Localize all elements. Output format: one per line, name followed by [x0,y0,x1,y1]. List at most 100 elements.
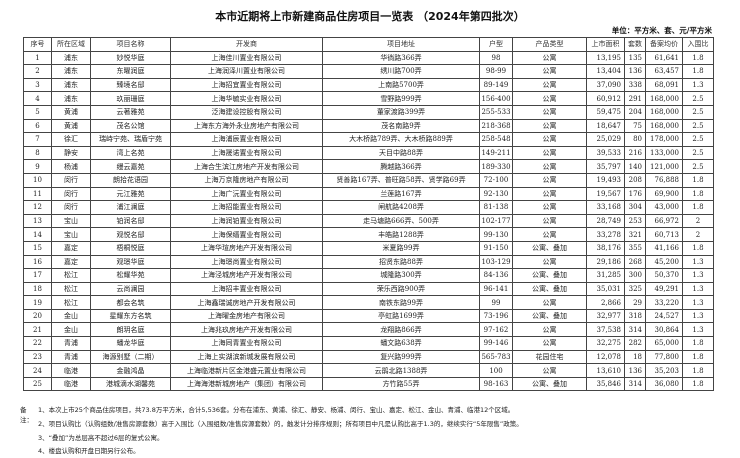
cell-address: 大木桥路789弄、大木桥路889弄 [322,132,480,147]
table-row: 24 临港 金融鸿晶 上海临港新片区金港盛元置业有限公司 云鹃北路1388弄 100 公寓 1… [23,363,714,378]
cell-project-name: 朗玥名庭 [90,322,171,338]
cell-address: 亭虹路1699弄 [322,308,480,324]
cell-project-name: 缦云嘉苑 [90,159,171,174]
cell-unit-type: 99-146 [479,336,513,351]
table-row: 25 临港 港城滴水湖馨苑 上海海港新城房地产（集团）有限公司 方竹路55弄 98-163… [23,376,714,392]
cell-units: 300 [624,268,646,283]
cell-listed-area: 33,278 [586,227,625,242]
cell-developer: 泛海建设控股有限公司 [170,104,323,120]
cell-seq: 11 [23,186,52,202]
cell-project-name: 云尚澜园 [90,281,171,297]
cell-address: 茂名南路9弄 [322,118,480,134]
cell-units: 253 [624,213,646,229]
cell-product-type: 公寓 [512,132,587,147]
cell-seq: 15 [23,240,52,256]
cell-seq: 16 [23,254,52,270]
note-item: 3、“叠加”为总层高不超过6层的复式公寓。 [38,434,164,442]
cell-avg-price: 50,370 [645,268,683,283]
table-row: 1 浦东 妙悦华庭 上海佳川置业有限公司 华徜路366弄 98 公寓 13,195 135 61,… [23,50,714,66]
cell-district: 黄浦 [51,104,91,120]
table-row: 2 浦东 东曜润庭 上海润泽川置业有限公司 绣川路700弄 98-99 公寓 13,404 13… [23,64,714,79]
cell-address: 闸航路4208弄 [322,200,480,215]
cell-address: 城隆路300弄 [322,268,480,283]
cell-developer: 上海合生滨江房地产开发有限公司 [170,159,323,174]
cell-district: 黄浦 [51,118,91,134]
cell-entry-ratio: 1.3 [682,281,714,297]
cell-unit-type: 98-163 [479,376,513,392]
cell-seq: 19 [23,295,52,310]
cell-listed-area: 32,275 [586,336,625,351]
cell-entry-ratio: 1.8 [682,172,714,188]
cell-address: 蟠文路638弄 [322,336,480,351]
cell-avg-price: 178,000 [645,132,683,147]
cell-developer: 上海同青置业有限公司 [170,336,323,351]
cell-district: 宝山 [51,213,91,229]
cell-seq: 5 [23,104,52,120]
cell-product-type: 公寓 [512,64,587,79]
cell-units: 314 [624,376,646,392]
cell-entry-ratio: 1.3 [682,295,714,310]
cell-project-name: 观璟华庭 [90,254,171,270]
cell-entry-ratio: 1.3 [682,268,714,283]
cell-seq: 10 [23,172,52,188]
cell-address: 贤善路167弄、普旺路58弄、贤学路69弄 [322,172,480,188]
header-entry-ratio: 入围比 [682,37,714,52]
cell-product-type: 公寓 [512,145,587,161]
cell-address: 兰莲路167弄 [322,186,480,202]
cell-product-type: 公寓 [512,200,587,215]
cell-product-type: 公寓 [512,336,587,351]
cell-address: 雪野路999弄 [322,91,480,106]
cell-district: 金山 [51,308,91,324]
notes-label: 备注： [20,406,33,424]
cell-listed-area: 31,285 [586,268,625,283]
cell-units: 314 [624,322,646,338]
cell-avg-price: 168,000 [645,118,683,134]
cell-developer: 上海广沅置业有限公司 [170,186,323,202]
cell-unit-type: 189-330 [479,159,513,174]
cell-address: 云鹃北路1388弄 [322,363,480,378]
table-row: 21 金山 朗玥名庭 上海兆玖房地产开发有限公司 龙翔路866弄 97-162 公寓 37,5… [23,322,714,338]
cell-entry-ratio: 1.8 [682,363,714,378]
cell-unit-type: 98-99 [479,64,513,79]
cell-developer: 上海晟诺置业有限公司 [170,145,323,161]
cell-developer: 上海润铂置业有限公司 [170,213,323,229]
cell-project-name: 都会名筑 [90,295,171,310]
cell-units: 136 [624,64,646,79]
cell-listed-area: 13,404 [586,64,625,79]
cell-unit-type: 84-136 [479,268,513,283]
cell-seq: 25 [23,376,52,392]
cell-avg-price: 77,800 [645,349,683,365]
cell-unit-type: 97-162 [479,322,513,338]
table-row: 13 宝山 铂润名邸 上海润铂置业有限公司 走马塘路666弄、500弄 102-177 公寓… [23,213,714,229]
cell-district: 浦东 [51,64,91,79]
cell-product-type: 公寓、叠加 [512,376,587,392]
cell-unit-type: 103-129 [479,254,513,270]
cell-district: 闵行 [51,172,91,188]
cell-project-name: 瑞峙宁苑、瑞盾宁苑 [90,132,171,147]
cell-unit-type: 89-149 [479,77,513,93]
cell-seq: 23 [23,349,52,365]
cell-entry-ratio: 2.5 [682,159,714,174]
cell-avg-price: 65,000 [645,336,683,351]
cell-developer: 上海璟尚置业有限公司 [170,254,323,270]
cell-address: 复兴路999弄 [322,349,480,365]
cell-seq: 12 [23,200,52,215]
cell-entry-ratio: 2.5 [682,91,714,106]
cell-developer: 上海佳川置业有限公司 [170,50,323,66]
cell-entry-ratio: 1.8 [682,50,714,66]
cell-project-name: 云著雅苑 [90,104,171,120]
cell-unit-type: 96-141 [479,281,513,297]
cell-seq: 21 [23,322,52,338]
cell-address: 天目中路88弄 [322,145,480,161]
cell-units: 325 [624,281,646,297]
cell-district: 闵行 [51,186,91,202]
cell-product-type: 公寓 [512,77,587,93]
cell-seq: 9 [23,159,52,174]
cell-units: 318 [624,308,646,324]
table-row: 7 徐汇 瑞峙宁苑、瑞盾宁苑 上海浦辰置业有限公司 大木桥路789弄、大木桥路889弄 2… [23,132,714,147]
cell-seq: 7 [23,132,52,147]
cell-address: 董家渡路399弄 [322,104,480,120]
cell-units: 135 [624,50,646,66]
cell-entry-ratio: 1.3 [682,322,714,338]
cell-seq: 4 [23,91,52,106]
